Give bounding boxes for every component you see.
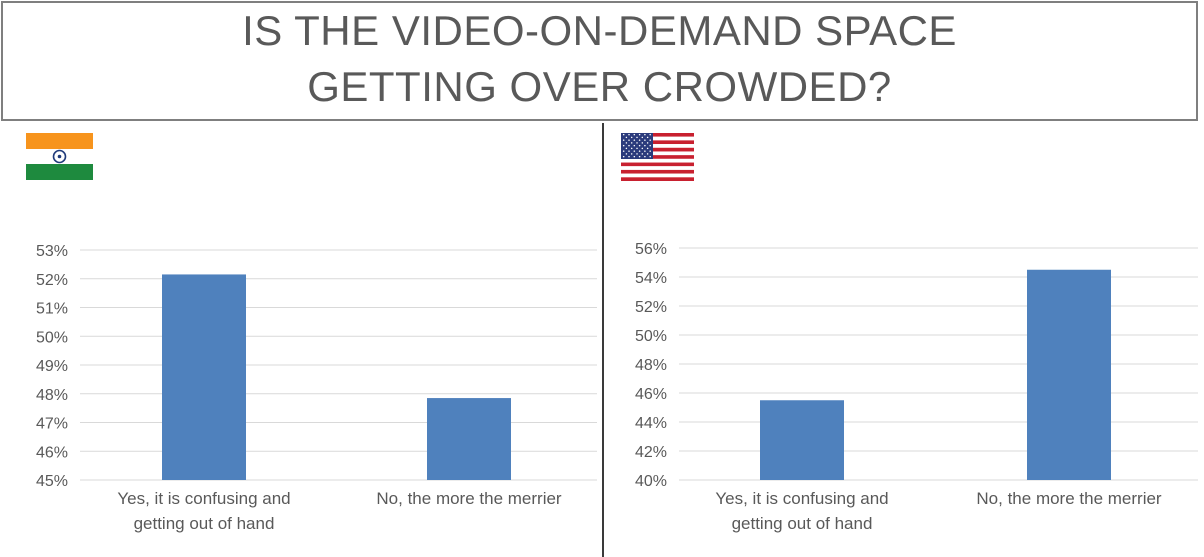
y-tick-label: 49%: [36, 358, 68, 375]
x-category-label: No, the more the merrier: [376, 489, 562, 508]
india-bar-chart: 45% 46% 47% 48% 49% 50% 51% 52% 53% Yes, it is co…: [36, 243, 597, 533]
y-tick-label: 40%: [635, 473, 667, 490]
title-line-1: IS THE VIDEO-ON-DEMAND SPACE: [242, 7, 957, 54]
y-tick-label: 44%: [635, 415, 667, 432]
y-tick-label: 46%: [635, 386, 667, 403]
y-tick-label: 54%: [635, 270, 667, 287]
y-tick-label: 52%: [36, 272, 68, 289]
y-tick-label: 50%: [635, 328, 667, 345]
y-tick-label: 48%: [635, 357, 667, 374]
y-tick-label: 52%: [635, 299, 667, 316]
india-flag-icon: [26, 133, 93, 180]
usa-flag-icon: [621, 133, 694, 181]
bar: [760, 400, 844, 480]
bar: [162, 274, 246, 480]
y-tick-label: 47%: [36, 416, 68, 433]
y-tick-label: 51%: [36, 301, 68, 318]
title-box: IS THE VIDEO-ON-DEMAND SPACE GETTING OVE…: [1, 1, 1198, 121]
y-tick-label: 48%: [36, 387, 68, 404]
usa-bar-chart: 40% 42% 44% 46% 48% 50% 52% 54% 56% Yes, it is co…: [635, 241, 1198, 533]
x-category-label: getting out of hand: [732, 514, 873, 533]
x-category-label: Yes, it is confusing and: [715, 489, 888, 508]
y-tick-label: 45%: [36, 473, 68, 490]
bar: [427, 398, 511, 480]
x-category-label: No, the more the merrier: [976, 489, 1162, 508]
title-line-2: GETTING OVER CROWDED?: [307, 63, 892, 110]
y-tick-label: 42%: [635, 444, 667, 461]
panel-divider: [602, 123, 604, 557]
x-category-label: Yes, it is confusing and: [117, 489, 290, 508]
x-category-label: getting out of hand: [134, 514, 275, 533]
y-tick-label: 53%: [36, 243, 68, 260]
bar: [1027, 269, 1111, 480]
y-tick-label: 50%: [36, 329, 68, 346]
y-tick-label: 46%: [36, 444, 68, 461]
india-chart-panel: 45% 46% 47% 48% 49% 50% 51% 52% 53% Yes, it is co…: [0, 123, 602, 557]
chart-title: IS THE VIDEO-ON-DEMAND SPACE GETTING OVE…: [242, 3, 957, 115]
y-tick-label: 56%: [635, 241, 667, 258]
usa-chart-panel: 40% 42% 44% 46% 48% 50% 52% 54% 56% Yes, it is co…: [604, 123, 1204, 557]
